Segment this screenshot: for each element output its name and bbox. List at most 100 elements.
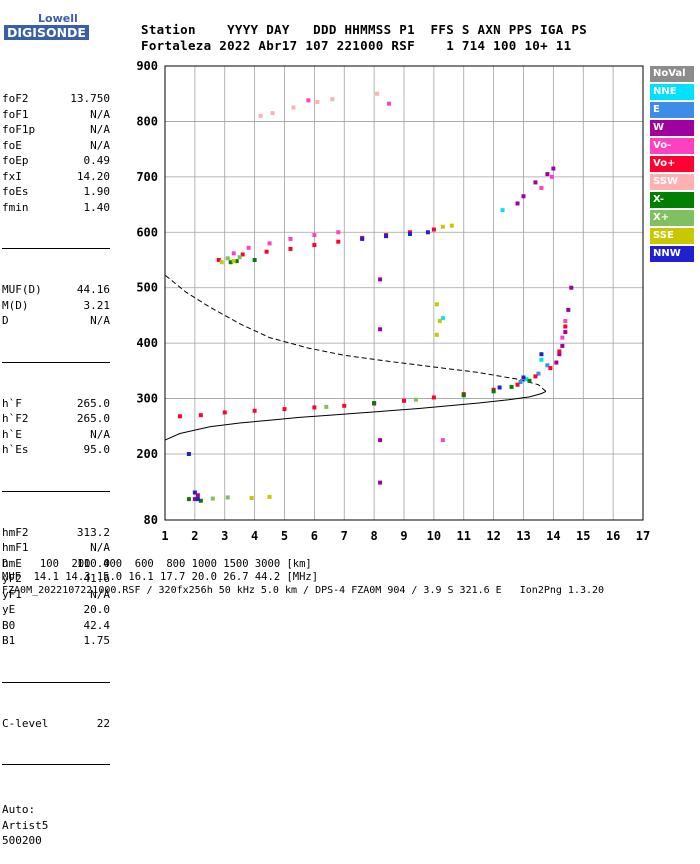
parameter-value: N/A	[90, 427, 110, 441]
data-point	[264, 249, 269, 254]
legend-item: Vo+	[650, 156, 694, 172]
plot-frame	[164, 65, 644, 521]
parameter-name: hmF2	[2, 525, 29, 539]
parameter-row: h`Es 95.0	[2, 442, 110, 458]
footer-muf: MUF 14.1 14.3 15.0 16.1 17.7 20.0 26.7 4…	[2, 571, 319, 583]
x-tick-label: 15	[576, 529, 590, 543]
data-point	[198, 413, 203, 418]
data-point	[219, 260, 224, 265]
x-tick-label: 2	[191, 529, 198, 543]
data-point	[515, 201, 520, 206]
parameter-name: yF1	[2, 587, 22, 601]
parameter-name: foE	[2, 138, 22, 152]
y-tick-label: 600	[136, 225, 158, 239]
data-point	[497, 385, 502, 390]
data-point	[306, 98, 311, 103]
legend-item: X-	[650, 192, 694, 208]
data-point	[225, 495, 230, 500]
x-tick-label: 14	[546, 529, 560, 543]
x-tick-label: 16	[606, 529, 620, 543]
header-labels: Station YYYY DAY DDD HHMMSS P1 FFS S AXN…	[141, 22, 588, 37]
parameter-name: hmF1	[2, 541, 29, 554]
data-point	[312, 233, 317, 238]
parameter-name: foF1	[2, 107, 29, 121]
logo-digisonde: DIGISONDE	[4, 25, 89, 40]
x-tick-label: 1	[161, 529, 168, 543]
parameter-name: yF2	[2, 572, 22, 585]
data-point	[549, 174, 554, 179]
data-point	[548, 366, 553, 371]
data-point	[554, 360, 559, 365]
legend-item: E	[650, 102, 694, 118]
data-point	[431, 395, 436, 400]
ionogram-chart: 1 2 3 4 5 6 7 8 9 10 11 12 13 14 15 16 17802003004005006…	[136, 59, 650, 543]
header-values: Fortaleza 2022 Abr17 107 221000 RSF 1 71…	[141, 38, 572, 53]
parameter-row: B1 1.75	[2, 633, 110, 649]
x-tick-label: 12	[486, 529, 500, 543]
data-point	[378, 327, 383, 332]
parameter-name: fmin	[2, 200, 29, 214]
data-point	[461, 393, 466, 398]
parameter-name: B1	[2, 634, 16, 647]
parameter-row: hmF1 N/A	[2, 540, 110, 556]
legend-item: NNE	[650, 84, 694, 100]
data-point	[210, 496, 215, 501]
data-point	[225, 256, 230, 261]
data-point	[240, 252, 245, 257]
data-point	[539, 352, 544, 357]
parameter-row: foEp 0.49	[2, 153, 110, 169]
data-point	[440, 438, 445, 443]
parameter-value: 110.0	[76, 556, 110, 570]
parameter-row: C-level 22	[2, 716, 110, 732]
parameter-row: yF2 41.6	[2, 571, 110, 587]
parameter-value: N/A	[90, 314, 110, 327]
data-point	[324, 404, 329, 409]
x-tick-label: 13	[516, 529, 530, 543]
parameter-name: h`F	[2, 396, 22, 410]
data-point	[177, 414, 182, 419]
data-point	[551, 166, 556, 171]
parameter-row: foE N/A	[2, 138, 110, 154]
data-point	[536, 371, 541, 376]
parameter-value: 44.16	[76, 283, 110, 296]
data-point	[533, 180, 538, 185]
separator	[2, 248, 110, 249]
legend-item: W	[650, 120, 694, 136]
profile-curve-dashed	[164, 274, 547, 392]
data-point	[500, 208, 505, 213]
parameter-value: 313.2	[76, 525, 110, 539]
data-point	[425, 230, 430, 235]
data-point	[434, 302, 439, 307]
parameter-value: 0.49	[83, 154, 111, 167]
parameter-row: D N/A	[2, 313, 110, 329]
parameter-name: h`E	[2, 427, 22, 441]
y-tick-label: 300	[136, 392, 158, 406]
data-point	[267, 494, 272, 499]
data-point	[491, 389, 496, 394]
parameter-value: 20.0	[83, 603, 111, 616]
legend-item: Vo-	[650, 138, 694, 154]
autoscale-line: 500200	[2, 834, 42, 847]
parameter-value: N/A	[90, 107, 110, 121]
parameter-row: h`E N/A	[2, 427, 110, 443]
data-point	[434, 332, 439, 337]
parameter-row: B0 42.4	[2, 618, 110, 634]
data-point	[378, 480, 383, 485]
x-tick-label: 7	[341, 529, 348, 543]
parameter-row: MUF(D) 44.16	[2, 282, 110, 298]
data-point	[524, 377, 529, 382]
data-point	[192, 490, 197, 495]
x-tick-label: 4	[251, 529, 258, 543]
data-point	[557, 352, 562, 357]
parameter-row: yF1 N/A	[2, 587, 110, 603]
separator	[2, 764, 110, 765]
data-point	[378, 438, 383, 443]
data-point	[228, 260, 233, 265]
parameter-row: foF2 13.750	[2, 91, 110, 107]
data-point	[437, 318, 442, 323]
parameter-row: h`F2 265.0	[2, 411, 110, 427]
data-point	[407, 231, 412, 236]
x-tick-label: 11	[457, 529, 471, 543]
parameter-row: fxI 14.20	[2, 169, 110, 185]
data-point	[231, 251, 236, 256]
